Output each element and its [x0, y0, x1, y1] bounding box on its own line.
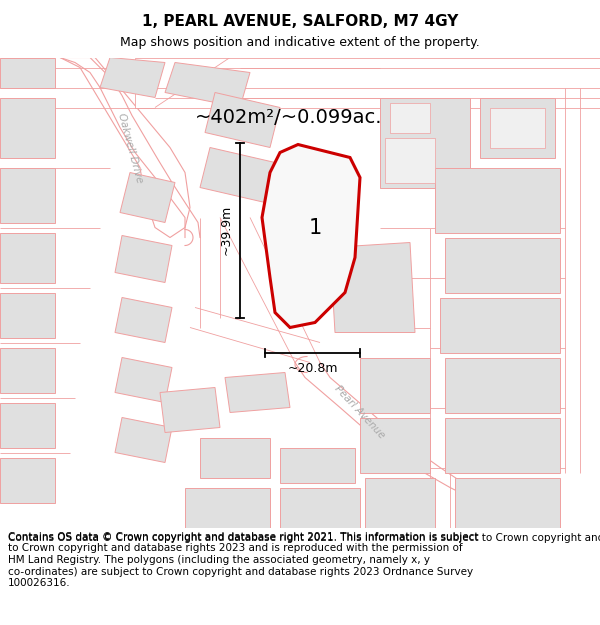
Polygon shape [60, 58, 190, 238]
Polygon shape [160, 388, 220, 432]
Text: Oakwell Drive: Oakwell Drive [116, 111, 144, 184]
Polygon shape [205, 92, 280, 148]
Polygon shape [200, 148, 275, 202]
Polygon shape [360, 418, 430, 472]
Polygon shape [365, 478, 435, 528]
Polygon shape [480, 98, 555, 158]
Polygon shape [490, 107, 545, 148]
Text: 1, PEARL AVENUE, SALFORD, M7 4GY: 1, PEARL AVENUE, SALFORD, M7 4GY [142, 14, 458, 29]
Text: Map shows position and indicative extent of the property.: Map shows position and indicative extent… [120, 36, 480, 49]
Polygon shape [0, 232, 55, 282]
Text: Contains OS data © Crown copyright and database right 2021. This information is : Contains OS data © Crown copyright and d… [8, 533, 600, 543]
Text: ~402m²/~0.099ac.: ~402m²/~0.099ac. [195, 108, 383, 127]
Polygon shape [165, 62, 250, 107]
Polygon shape [0, 348, 55, 392]
Polygon shape [440, 298, 560, 352]
Polygon shape [115, 298, 172, 343]
Text: 1: 1 [308, 217, 322, 238]
Polygon shape [115, 418, 172, 462]
Polygon shape [120, 173, 175, 222]
Polygon shape [200, 438, 270, 478]
Polygon shape [385, 138, 435, 182]
Polygon shape [115, 236, 172, 282]
Polygon shape [115, 357, 172, 402]
Polygon shape [0, 98, 55, 158]
Text: ~20.8m: ~20.8m [287, 362, 338, 375]
Polygon shape [280, 488, 360, 528]
Polygon shape [435, 168, 560, 232]
Polygon shape [455, 478, 560, 528]
Polygon shape [280, 448, 355, 482]
Text: Pearl Avenue: Pearl Avenue [333, 384, 387, 441]
Polygon shape [0, 58, 55, 88]
Polygon shape [390, 102, 430, 132]
Polygon shape [445, 238, 560, 292]
Polygon shape [445, 418, 560, 472]
Polygon shape [100, 58, 165, 98]
Polygon shape [360, 357, 430, 412]
Text: ~39.9m: ~39.9m [220, 205, 233, 255]
Polygon shape [380, 98, 470, 188]
Polygon shape [330, 242, 415, 332]
Polygon shape [262, 144, 360, 328]
Polygon shape [0, 292, 55, 338]
Polygon shape [445, 357, 560, 412]
Polygon shape [185, 488, 270, 528]
Polygon shape [135, 58, 600, 108]
Polygon shape [0, 458, 55, 503]
Text: Contains OS data © Crown copyright and database right 2021. This information is : Contains OS data © Crown copyright and d… [8, 532, 478, 588]
Polygon shape [0, 402, 55, 448]
Polygon shape [225, 372, 290, 413]
Polygon shape [0, 168, 55, 222]
